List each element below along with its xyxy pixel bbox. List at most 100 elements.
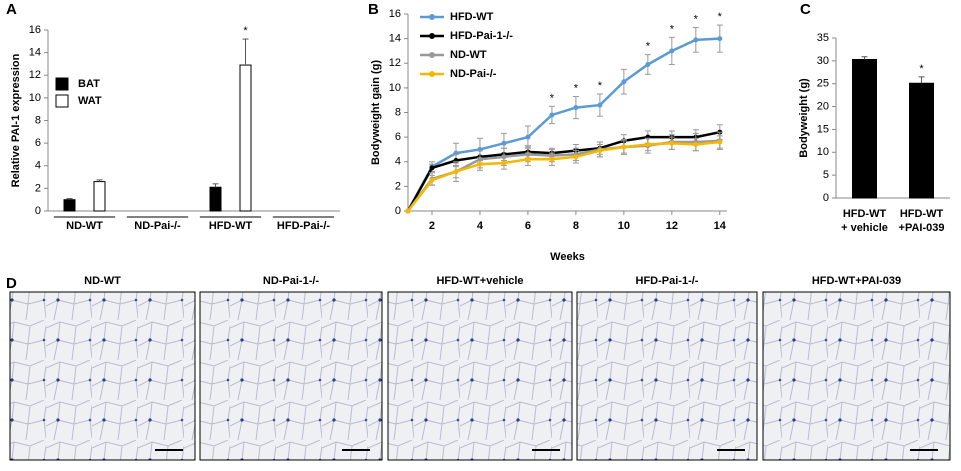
y-tick-label: 0 [823,192,829,204]
marker [621,144,627,150]
x-tick-label: 2 [429,220,435,232]
marker [597,148,603,154]
marker [573,154,579,160]
marker [717,36,723,42]
marker [525,134,531,140]
marker [429,165,435,171]
panel-label: A [6,1,17,18]
marker [645,61,651,67]
x-tick-label: ND-Pai-/- [134,220,181,232]
legend-label: HFD-WT [450,11,494,23]
legend-marker [429,52,435,58]
x-tick-label: 4 [477,220,484,232]
x-tick-label: 10 [618,220,630,232]
y-tick-label: 10 [29,92,41,104]
significance: * [670,23,675,35]
line [406,37,720,212]
y-tick-label: 20 [817,100,829,112]
marker [549,112,555,118]
marker [477,161,483,167]
marker [429,177,435,183]
marker [645,142,651,148]
y-tick-label: 15 [817,123,829,135]
marker [693,142,699,148]
legend-label: ND-WT [450,49,487,61]
significance: * [718,11,723,23]
y-tick-label: 2 [395,180,401,192]
y-tick-label: 10 [389,82,401,94]
bar [239,64,252,212]
marker [549,156,555,162]
y-tick-label: 30 [817,55,829,67]
line [406,130,721,212]
histology-image [9,291,196,461]
legend-label: ND-Pai-/- [450,68,497,80]
y-tick-label: 8 [395,106,401,118]
marker [621,79,627,85]
panel-label: C [800,1,811,18]
y-tick-label: 2 [35,182,41,194]
marker [693,37,699,43]
significance: * [694,13,699,25]
panel-label: D [6,275,17,292]
y-tick-label: 16 [389,8,401,20]
x-tick-label: ND-WT [66,220,103,232]
image-title: HFD-WT+vehicle [436,275,523,287]
y-tick-label: 5 [823,169,829,181]
y-tick-label: 14 [29,47,41,59]
bar [909,82,934,199]
image-title: HFD-Pai-1-/- [636,275,699,287]
y-tick-label: 35 [817,32,829,44]
histology-image [199,291,383,461]
significance: * [550,92,555,104]
y-tick-label: 4 [395,156,401,168]
y-tick-label: 25 [817,78,829,90]
x-tick-label: HFD-Pai-/- [277,220,331,232]
significance: * [243,25,248,37]
marker [669,140,675,146]
marker [525,156,531,162]
significance: * [646,41,651,53]
y-tick-label: 6 [35,137,41,149]
image-title: ND-WT [84,275,121,287]
y-tick-label: 4 [35,160,41,172]
y-tick-label: 6 [395,131,401,143]
bar [63,199,76,212]
x-tick-label: HFD-WT [843,208,887,220]
marker [453,169,459,175]
x-tick-label: 6 [525,220,531,232]
x-tick-label: 8 [573,220,579,232]
legend-label: BAT [78,78,100,90]
legend-swatch [55,77,69,91]
y-tick-label: 10 [817,146,829,158]
y-axis-label: Bodyweight (g) [798,78,810,158]
x-tick-label: HFD-WT [209,220,253,232]
line [407,140,720,212]
bar [852,58,877,199]
x-tick-label: 12 [666,220,678,232]
marker [597,102,603,108]
image-title: HFD-WT+PAI-039 [812,275,901,287]
significance: * [574,82,579,94]
panel-label: B [368,1,379,18]
significance: * [919,63,924,75]
x-tick-label: HFD-WT [900,208,944,220]
x-axis-label: Weeks [550,251,585,263]
marker [573,105,579,111]
histology-image [576,291,758,461]
marker [669,48,675,54]
marker [501,140,507,146]
y-tick-label: 12 [29,69,41,81]
y-tick-label: 0 [35,205,41,217]
y-tick-label: 12 [389,57,401,69]
histology-image [762,291,951,461]
legend-marker [429,33,435,39]
legend-label: HFD-Pai-1-/- [450,30,513,42]
image-title: ND-Pai-1-/- [263,275,320,287]
legend-marker [429,71,435,77]
bar [93,181,106,212]
bar [209,186,222,212]
y-tick-label: 14 [389,33,401,45]
significance: * [598,80,603,92]
